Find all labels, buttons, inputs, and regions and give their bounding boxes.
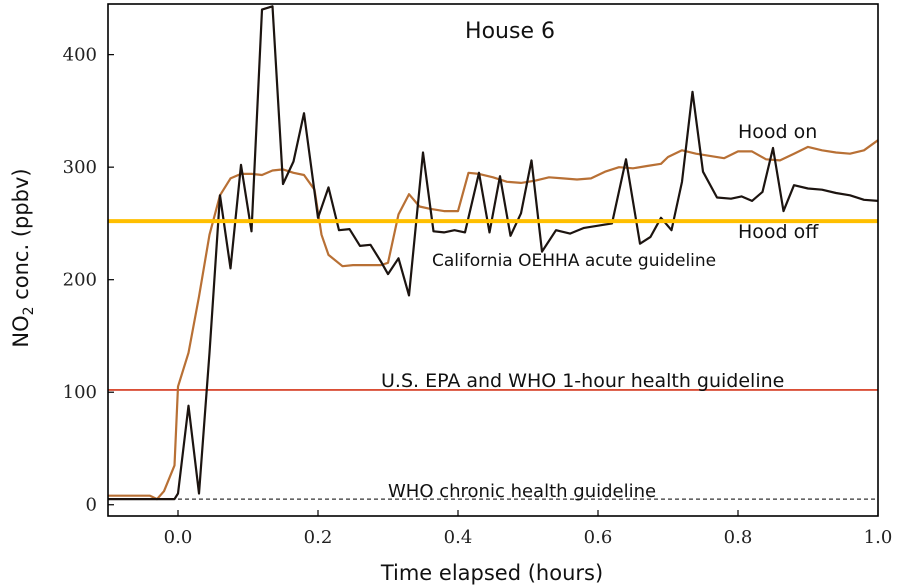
- y-tick-label: 300: [63, 157, 97, 178]
- chart-title: House 6: [465, 19, 555, 44]
- y-axis-title-pre: NO: [9, 315, 33, 347]
- series-line-hood-off: [108, 5, 879, 501]
- x-tick-label: 0.4: [444, 527, 473, 548]
- annotation-oehha-guideline: California OEHHA acute guideline: [432, 251, 716, 271]
- axes-layer: 0.0 0.2 0.4 0.6 0.8 1.0 0 100 200 300 400: [63, 3, 893, 548]
- series-layer: [108, 5, 879, 501]
- plot-frame: [107, 3, 879, 517]
- y-tick-label: 400: [63, 45, 97, 66]
- y-tick-label: 0: [86, 495, 97, 516]
- annotation-epa-who-guideline: U.S. EPA and WHO 1-hour health guideline: [381, 370, 784, 392]
- y-axis-title-sub: 2: [21, 306, 37, 315]
- series-line-hood-on: [108, 139, 879, 501]
- x-tick-label: 0.6: [584, 527, 613, 548]
- x-axis-title: Time elapsed (hours): [380, 561, 603, 585]
- annotation-hood-on: Hood on: [738, 121, 817, 143]
- y-axis-title-post: conc. (ppbv): [9, 168, 33, 306]
- y-axis-title: NO2 conc. (ppbv): [9, 168, 37, 347]
- y-tick-label: 200: [63, 270, 97, 291]
- y-tick-label: 100: [63, 382, 97, 403]
- x-tick-label: 0.2: [304, 527, 333, 548]
- x-tick-label: 0.0: [164, 527, 193, 548]
- annotation-hood-off: Hood off: [738, 221, 819, 243]
- x-tick-label: 1.0: [864, 527, 893, 548]
- annotation-who-chronic-guideline: WHO chronic health guideline: [388, 481, 656, 502]
- x-tick-label: 0.8: [724, 527, 753, 548]
